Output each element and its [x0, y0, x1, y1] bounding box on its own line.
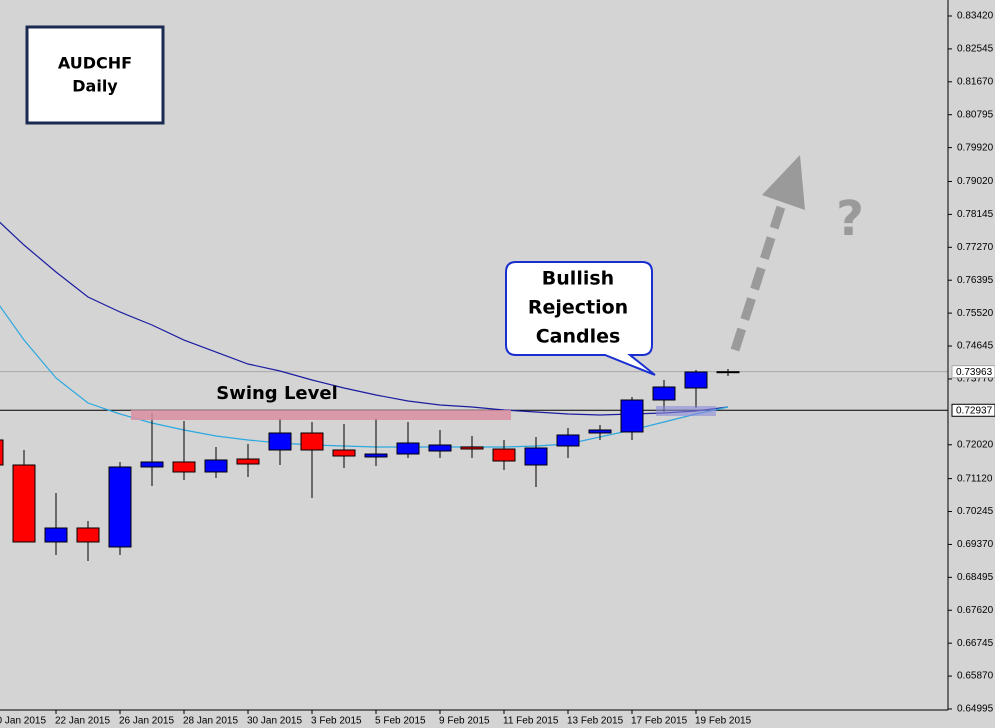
- y-tick-label: 0.77270: [957, 242, 994, 253]
- moving-average: [0, 221, 729, 416]
- y-tick-label: 0.78145: [957, 209, 994, 220]
- symbol: AUDCHF: [58, 54, 132, 73]
- candle-body: [524, 447, 548, 466]
- y-tick-label: 0.81670: [957, 76, 994, 87]
- x-tick-label: 13 Feb 2015: [567, 716, 624, 727]
- y-tick-label: 0.76395: [957, 275, 994, 286]
- callout-line: Bullish: [542, 268, 614, 290]
- y-tick-label: 0.64995: [957, 704, 994, 715]
- candle-body: [172, 461, 196, 473]
- candle-body: [620, 399, 644, 433]
- y-tick-label: 0.83420: [957, 11, 994, 22]
- y-tick-label: 0.69370: [957, 539, 994, 550]
- candle-body: [684, 371, 708, 389]
- candle-body: [396, 442, 420, 455]
- candle-body: [268, 432, 292, 451]
- y-tick-label: 0.73770: [957, 374, 994, 385]
- candle-body: [332, 449, 356, 457]
- candle-body: [556, 434, 580, 447]
- y-tick-label: 0.82545: [957, 44, 994, 55]
- candle-body: [76, 527, 100, 543]
- candle-body: [588, 429, 612, 434]
- y-tick-label: 0.74645: [957, 341, 994, 352]
- candle-body: [364, 453, 388, 458]
- y-tick-label: 0.68495: [957, 572, 994, 583]
- candle-body: [428, 444, 452, 452]
- candle-body: [204, 459, 228, 473]
- y-tick-label: 0.79020: [957, 176, 994, 187]
- price-label: 0.72937: [956, 405, 993, 416]
- arrow-shaft: [730, 183, 793, 352]
- x-tick-label: 17 Feb 2015: [631, 716, 688, 727]
- candle-body: [108, 466, 132, 548]
- y-tick-label: 0.65870: [957, 671, 994, 682]
- callout-line: Rejection: [528, 297, 628, 319]
- y-tick-label: 0.71120: [957, 473, 993, 484]
- arrow-head: [762, 155, 805, 210]
- swing-label: Swing Level: [216, 383, 338, 404]
- callout-line: Candles: [536, 326, 621, 348]
- x-tick-label: 22 Jan 2015: [55, 716, 110, 727]
- y-tick-label: 0.67620: [957, 605, 994, 616]
- plot-area: [0, 221, 948, 561]
- y-tick-label: 0.75520: [957, 308, 994, 319]
- timeframe: Daily: [72, 77, 118, 96]
- candle-body: [716, 371, 740, 374]
- price-label: 0.73963: [956, 367, 993, 378]
- x-tick-label: 9 Feb 2015: [439, 716, 490, 727]
- rejection-zone: [656, 406, 716, 416]
- candle-body: [236, 458, 260, 465]
- x-tick-label: 19 Feb 2015: [695, 716, 752, 727]
- y-tick-label: 0.79920: [957, 142, 994, 153]
- question-mark: ?: [836, 191, 864, 247]
- price-label-box: [951, 403, 995, 417]
- candle-body: [300, 432, 324, 451]
- moving-average: [0, 305, 729, 448]
- x-tick-label: 3 Feb 2015: [311, 716, 362, 727]
- candle-body: [460, 446, 484, 450]
- swing-zone: [131, 410, 511, 420]
- x-tick-label: 28 Jan 2015: [183, 716, 238, 727]
- y-tick-label: 0.80795: [957, 109, 994, 120]
- x-tick-label: 30 Jan 2015: [247, 716, 302, 727]
- candle-body: [652, 386, 676, 401]
- candle-body: [44, 527, 68, 543]
- y-tick-label: 0.72020: [957, 439, 994, 450]
- x-tick-label: 20 Jan 2015: [0, 716, 46, 727]
- candle-body: [140, 461, 164, 468]
- price-label-box: [951, 365, 995, 379]
- x-tick-label: 11 Feb 2015: [503, 716, 559, 727]
- candle-body: [12, 464, 36, 543]
- symbol-box: [25, 25, 165, 125]
- y-tick-label: 0.70245: [957, 506, 994, 517]
- candle-body: [492, 448, 516, 462]
- callout-box: [505, 261, 656, 376]
- x-tick-label: 26 Jan 2015: [119, 716, 174, 727]
- x-tick-label: 5 Feb 2015: [375, 716, 426, 727]
- y-tick-label: 0.66745: [957, 638, 994, 649]
- candle-body: [0, 439, 4, 466]
